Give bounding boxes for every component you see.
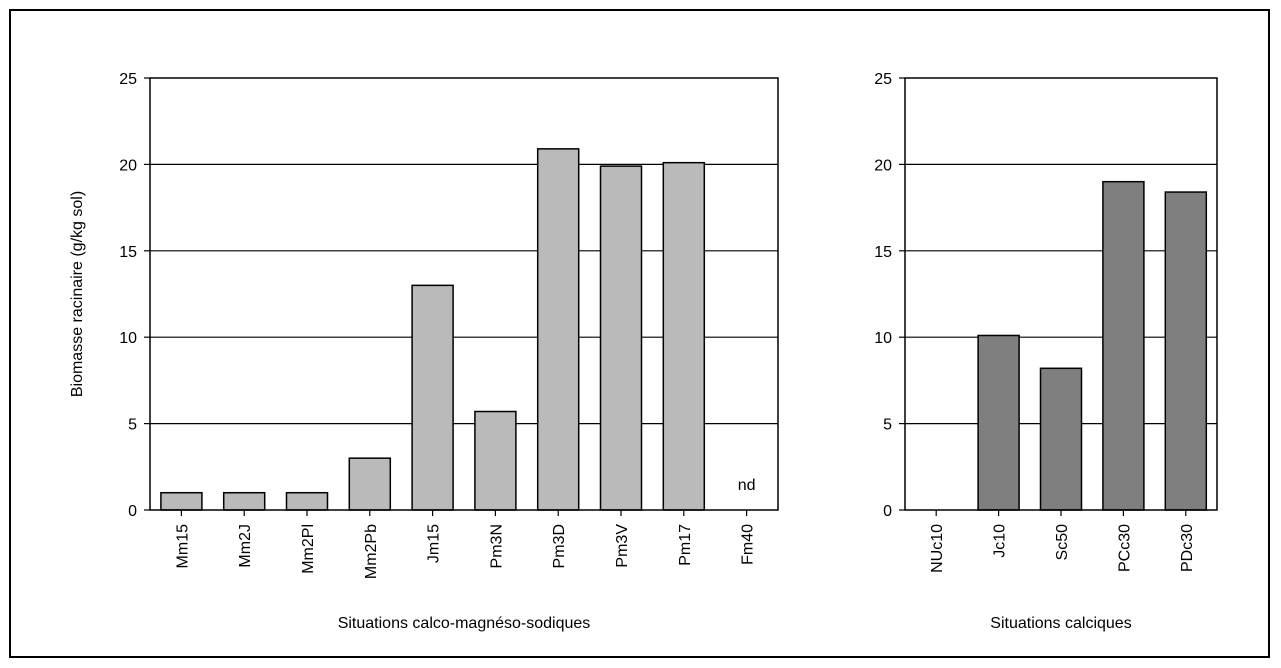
left-bar-mm2pl: [285, 491, 329, 511]
right-y-tick-label: 5: [883, 417, 892, 434]
left-bar-mm2j: [222, 491, 266, 511]
left-x-tick-label: Mm2J: [237, 524, 254, 568]
right-bars: [977, 180, 1208, 511]
left-y-tick-label: 20: [119, 157, 137, 174]
right-y-tick-label: 25: [874, 71, 892, 88]
right-x-tick-label: PCc30: [1116, 524, 1133, 572]
right-x-tick-label: NUc10: [929, 524, 946, 573]
left-y-tick-label: 5: [128, 417, 137, 434]
left-y-axis-label: Biomasse racinaire (g/kg sol): [69, 191, 86, 397]
left-x-tick-label: Pm3V: [614, 524, 631, 568]
right-y-tick-label: 15: [874, 244, 892, 261]
left-y-tick-label: 0: [128, 503, 137, 520]
left-x-tick-label: Fm40: [740, 524, 757, 565]
left-y-tick-label: 25: [119, 71, 137, 88]
left-x-tick-label: Pm3D: [551, 524, 568, 568]
left-x-tick-label: Pm3N: [488, 524, 505, 568]
left-x-tick-label: Mm2Pb: [363, 524, 380, 579]
chart-right: 0 5 10 15 20 25 NUc10 Jc10 Sc50 PCc30 PDc30 Situa…: [874, 71, 1218, 632]
right-y-tick-label: 20: [874, 157, 892, 174]
left-bar-jm15: [411, 284, 454, 511]
right-plot-frame: [904, 77, 1218, 511]
left-plot-frame: [149, 77, 779, 511]
right-x-tick-label: PDc30: [1179, 524, 1196, 572]
left-bar-pm3n: [474, 410, 517, 511]
left-y-tick-label: 15: [119, 244, 137, 261]
left-bar-pm17: [662, 161, 706, 511]
right-x-tick-label: Jc10: [992, 524, 1009, 558]
right-bar-jc10: [977, 334, 1020, 511]
left-bars: nd: [160, 148, 756, 511]
right-x-axis-label: Situations calciques: [990, 615, 1131, 632]
right-y-ticks: 0 5 10 15 20 25: [874, 71, 905, 520]
right-y-tick-label: 0: [883, 503, 892, 520]
right-x-tick-label: Sc50: [1054, 524, 1071, 561]
right-bar-pdc30: [1164, 191, 1208, 511]
left-x-axis-label: Situations calco-magnéso-sodiques: [338, 615, 591, 632]
left-bar-pm3d: [536, 148, 580, 511]
left-bar-pm3v: [599, 165, 643, 511]
left-annotation-fm40: nd: [738, 477, 756, 494]
left-bar-mm2pb: [348, 457, 392, 511]
left-x-tick-label: Pm17: [677, 524, 694, 566]
left-x-tick-label: Mm15: [174, 524, 191, 569]
chart-left: nd 0 5 10 15 20 25 Mm15 Mm2J Mm2Pl Mm2Pb Jm15 Pm3N…: [69, 71, 779, 632]
left-y-ticks: 0 5 10 15 20 25: [119, 71, 150, 520]
left-x-tick-label: Mm2Pl: [300, 524, 317, 574]
right-y-tick-label: 10: [874, 330, 892, 347]
right-x-ticks: NUc10 Jc10 Sc50 PCc30 PDc30: [929, 510, 1196, 573]
left-y-tick-label: 10: [119, 330, 137, 347]
left-x-tick-label: Jm15: [426, 524, 443, 563]
left-bar-mm15: [160, 491, 203, 511]
right-bar-pcc30: [1102, 180, 1145, 511]
right-bar-sc50: [1039, 367, 1083, 511]
left-x-ticks: Mm15 Mm2J Mm2Pl Mm2Pb Jm15 Pm3N Pm3D Pm3V Pm17 Fm…: [174, 510, 757, 579]
